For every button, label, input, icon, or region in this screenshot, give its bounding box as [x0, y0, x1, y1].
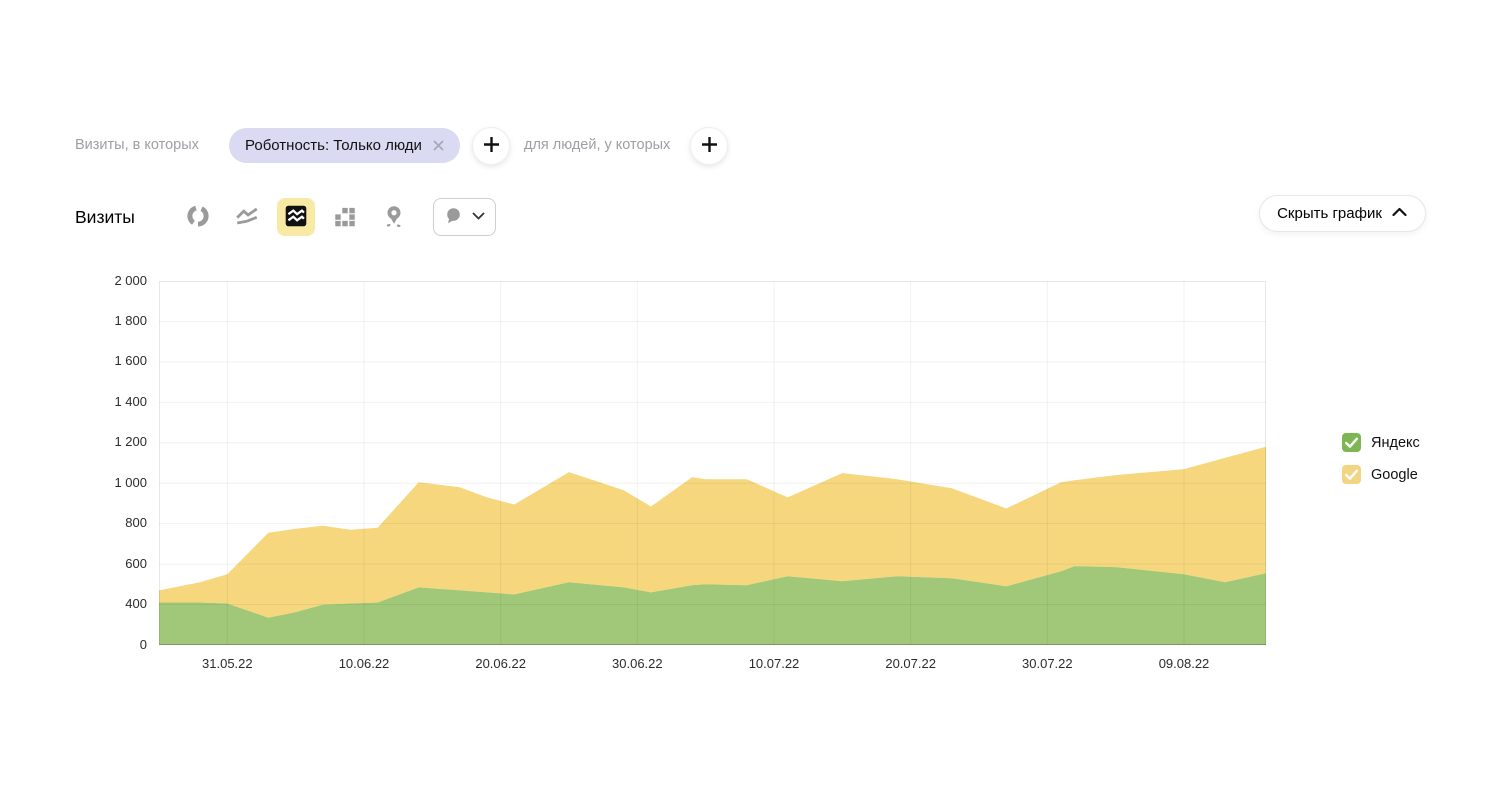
stacked-area-chart-icon [283, 203, 309, 232]
y-axis-tick: 1 800 [114, 312, 147, 328]
hide-chart-label: Скрыть график [1277, 205, 1382, 222]
legend-item-yandex[interactable]: Яндекс [1342, 433, 1420, 452]
x-axis-tick: 20.06.22 [475, 656, 526, 671]
legend-label: Яндекс [1371, 434, 1420, 451]
x-axis-tick: 20.07.22 [885, 656, 936, 671]
add-visit-filter-button[interactable] [472, 127, 510, 165]
add-user-filter-button[interactable] [690, 127, 728, 165]
y-axis-tick: 600 [125, 555, 147, 571]
y-axis-tick: 800 [125, 515, 147, 531]
filter-chip-label: Роботность: Только люди [245, 137, 422, 154]
area-chart-svg [159, 281, 1266, 645]
chart-type-map-button[interactable] [375, 198, 413, 236]
x-axis-tick: 09.08.22 [1158, 656, 1210, 671]
line-chart-icon [234, 203, 260, 232]
hide-chart-button[interactable]: Скрыть график [1259, 195, 1426, 232]
chip-remove-icon[interactable] [431, 138, 446, 153]
chart-type-pie-button[interactable] [179, 198, 217, 236]
bar-chart-icon [332, 203, 358, 232]
plus-icon [700, 135, 719, 157]
y-axis-tick: 2 000 [114, 272, 147, 288]
comment-bubble-icon [443, 205, 465, 230]
legend-checkbox[interactable] [1342, 433, 1361, 452]
x-axis-tick: 31.05.22 [202, 656, 253, 671]
x-axis-tick: 30.06.22 [612, 656, 663, 671]
x-axis-tick: 30.07.22 [1022, 656, 1073, 671]
chart-type-bar-button[interactable] [326, 198, 364, 236]
map-pin-icon [381, 203, 407, 232]
y-axis-tick: 400 [125, 596, 147, 612]
y-axis-tick: 0 [139, 636, 147, 652]
chart-type-line-button[interactable] [228, 198, 266, 236]
annotations-dropdown-button[interactable] [433, 198, 496, 236]
segment-middle-label: для людей, у которых [524, 137, 671, 153]
y-axis-tick: 1 400 [114, 393, 147, 409]
chart-legend: Яндекс Google [1342, 433, 1420, 484]
visits-area-chart[interactable] [159, 281, 1266, 645]
y-axis-tick: 1 200 [114, 434, 147, 450]
legend-label: Google [1371, 466, 1418, 483]
metric-title: Визиты [75, 207, 135, 227]
x-axis-tick: 10.07.22 [748, 656, 800, 671]
legend-checkbox[interactable] [1342, 465, 1361, 484]
y-axis-tick: 1 000 [114, 474, 147, 490]
chevron-up-icon [1391, 205, 1408, 223]
plus-icon [482, 135, 501, 157]
filter-chip-robotness[interactable]: Роботность: Только люди [229, 128, 460, 163]
legend-item-google[interactable]: Google [1342, 465, 1420, 484]
chevron-down-icon [471, 209, 486, 225]
x-axis-tick: 10.06.22 [338, 656, 390, 671]
pie-chart-icon [185, 203, 211, 232]
y-axis-tick: 1 600 [114, 353, 147, 369]
chart-type-stacked-area-button[interactable] [277, 198, 315, 236]
segment-prefix-label: Визиты, в которых [75, 137, 199, 153]
